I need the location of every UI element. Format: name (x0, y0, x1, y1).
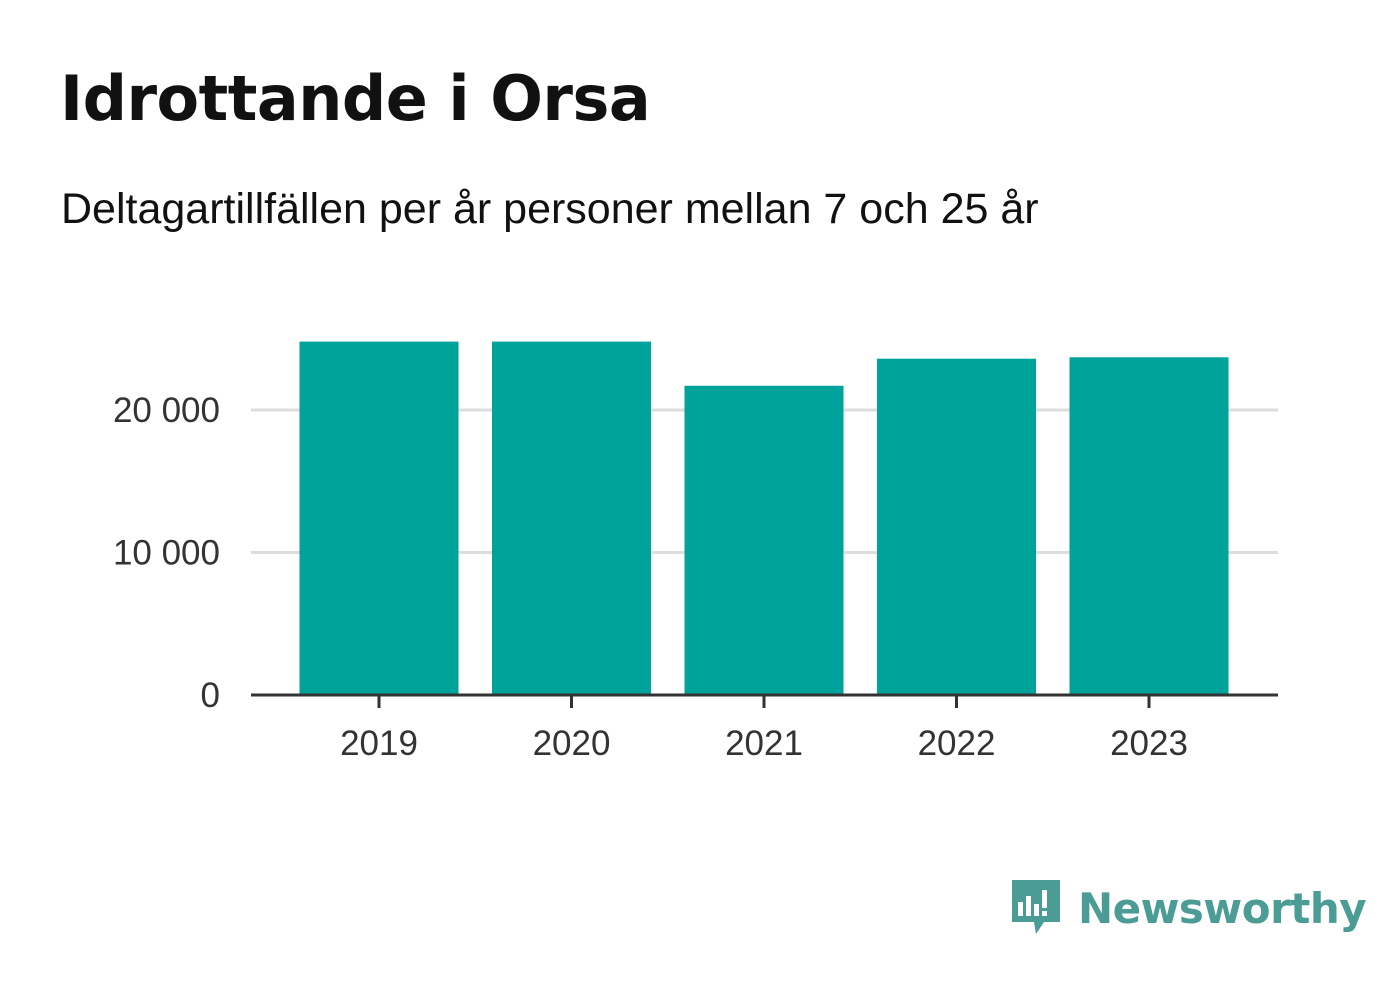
x-tick-label: 2021 (725, 724, 803, 763)
y-tick-label: 20 000 (113, 391, 220, 430)
chart-subtitle: Deltagartillfällen per år personer mella… (61, 185, 1039, 233)
chart-title: Idrottande i Orsa (60, 62, 651, 135)
brand-name: Newsworthy (1078, 883, 1367, 933)
x-tick-label: 2022 (918, 724, 996, 763)
bar (877, 358, 1036, 695)
x-tick-label: 2019 (340, 724, 418, 763)
x-tick-label: 2020 (533, 724, 611, 763)
y-tick-label: 0 (201, 676, 220, 715)
newsworthy-logo-icon (1012, 880, 1060, 934)
newsworthy-logo: Newsworthy (1010, 876, 1367, 940)
bar (492, 341, 651, 695)
bar (1069, 357, 1229, 695)
bar (684, 385, 844, 695)
bar (299, 341, 459, 695)
x-tick-label: 2023 (1110, 724, 1188, 763)
y-tick-label: 10 000 (113, 534, 220, 573)
